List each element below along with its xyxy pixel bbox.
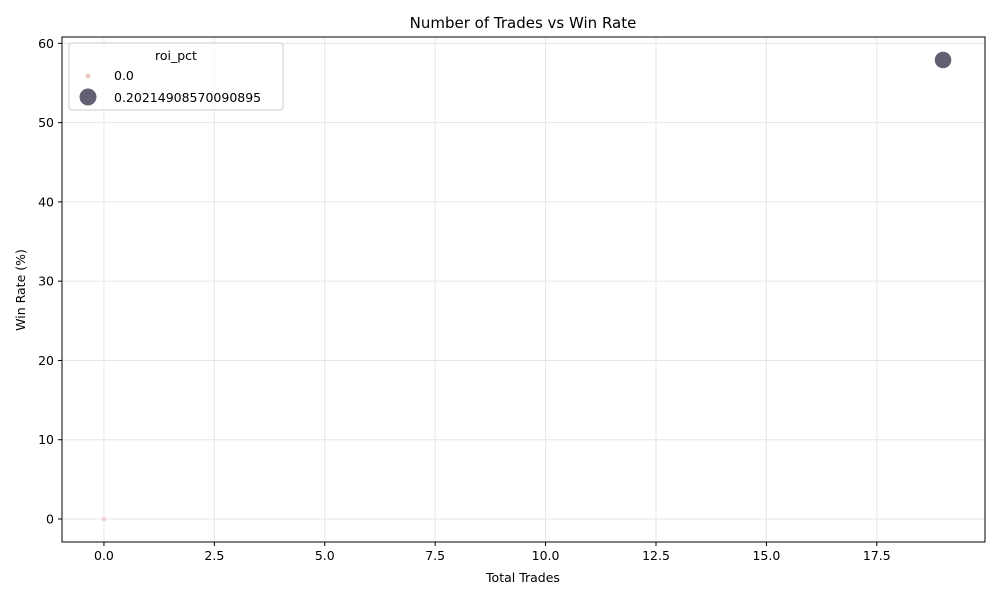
x-tick-label: 2.5 <box>204 548 224 563</box>
y-tick-label: 0 <box>46 512 54 527</box>
x-tick-label: 15.0 <box>752 548 780 563</box>
x-tick-label: 7.5 <box>425 548 445 563</box>
y-tick-label: 30 <box>38 274 54 289</box>
data-point <box>101 517 106 522</box>
x-tick-label: 0.0 <box>94 548 114 563</box>
legend-marker-small <box>86 74 91 79</box>
y-axis-label: Win Rate (%) <box>13 249 28 331</box>
y-tick-label: 50 <box>38 115 54 130</box>
y-tick-label: 40 <box>38 194 54 209</box>
x-axis-label: Total Trades <box>485 570 560 585</box>
y-tick-label: 60 <box>38 36 54 51</box>
legend: roi_pct 0.0 0.20214908570090895 <box>69 43 283 110</box>
legend-label-1: 0.20214908570090895 <box>114 90 261 105</box>
y-tick-label: 10 <box>38 432 54 447</box>
chart-title: Number of Trades vs Win Rate <box>410 14 637 32</box>
legend-label-0: 0.0 <box>114 68 134 83</box>
data-point <box>935 51 952 68</box>
x-tick-label: 10.0 <box>532 548 560 563</box>
x-tick-label: 12.5 <box>642 548 670 563</box>
x-tick-label: 17.5 <box>863 548 891 563</box>
x-tick-label: 5.0 <box>315 548 335 563</box>
legend-title: roi_pct <box>155 48 197 63</box>
y-tick-label: 20 <box>38 353 54 368</box>
legend-marker-large <box>80 89 97 106</box>
